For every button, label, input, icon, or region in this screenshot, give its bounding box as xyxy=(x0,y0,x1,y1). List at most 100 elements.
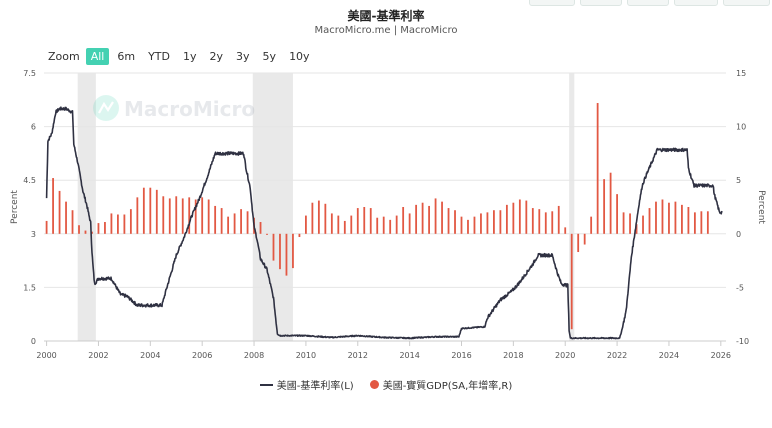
zoom-control: Zoom All 6m YTD 1y 2y 3y 5y 10y xyxy=(48,47,318,65)
toolbar-button[interactable] xyxy=(627,0,669,6)
legend-item-gdp[interactable]: 美國-實質GDP(SA,年增率,R) xyxy=(369,377,513,392)
gdp-bar xyxy=(648,208,651,234)
zoom-button-1y[interactable]: 1y xyxy=(183,49,197,63)
toolbar-button[interactable] xyxy=(580,0,622,6)
gdp-bar xyxy=(408,213,411,234)
toolbar-button[interactable] xyxy=(674,0,718,6)
rate-line-layer xyxy=(45,106,723,340)
gdp-bar xyxy=(518,199,521,234)
gdp-bar xyxy=(142,187,145,234)
zoom-button-5y[interactable]: 5y xyxy=(262,49,277,63)
gdp-bar xyxy=(389,219,392,234)
gdp-bar xyxy=(706,211,709,234)
gdp-bar xyxy=(557,205,560,234)
legend-label-gdp: 美國-實質GDP(SA,年增率,R) xyxy=(382,381,513,392)
zoom-button-all[interactable]: All xyxy=(85,47,110,65)
gdp-bar xyxy=(460,216,463,234)
gdp-bar xyxy=(590,216,593,234)
gdp-bar xyxy=(162,196,165,234)
x-axis-tick-label: 2018 xyxy=(503,351,523,360)
gdp-bar xyxy=(305,215,307,234)
zoom-buttons: All 6m YTD 1y 2y 3y 5y 10y xyxy=(85,47,318,65)
gdp-bar xyxy=(525,200,528,234)
chart-area: MacroMicro 0 1.5 3 4.5 6 7.5 -10 -5 0 5 10 15 2000 20… xyxy=(10,69,766,360)
toolbar-button[interactable] xyxy=(723,0,770,6)
right-axis-tick-label: 0 xyxy=(736,230,741,239)
gdp-bar xyxy=(441,201,443,234)
left-axis-tick-label: 7.5 xyxy=(23,69,36,78)
gdp-bar xyxy=(110,213,113,234)
gdp-bar xyxy=(596,103,599,234)
x-axis-tick-label: 2014 xyxy=(399,351,419,360)
x-axis-tick-label: 2002 xyxy=(88,351,108,360)
rate-line xyxy=(45,106,723,340)
gdp-bar xyxy=(512,202,515,234)
zoom-button-10y[interactable]: 10y xyxy=(289,49,310,63)
gdp-bar xyxy=(564,227,567,234)
gdp-bar xyxy=(201,197,204,234)
gdp-bar xyxy=(168,198,171,234)
gdp-bar xyxy=(343,220,346,234)
watermark: MacroMicro xyxy=(93,95,255,121)
gdp-bar xyxy=(317,200,320,234)
gdp-bar xyxy=(220,208,223,234)
x-axis-tick-label: 2016 xyxy=(451,351,471,360)
gdp-bar xyxy=(259,222,262,234)
gdp-bar xyxy=(473,216,476,234)
x-axis-tick-label: 2010 xyxy=(296,351,316,360)
zoom-button-2y[interactable]: 2y xyxy=(209,49,224,63)
gdp-bar xyxy=(551,211,554,234)
gdp-bar xyxy=(603,179,606,234)
zoom-button-ytd[interactable]: YTD xyxy=(148,49,170,63)
gdp-bar xyxy=(292,233,294,269)
gdp-bar xyxy=(246,211,249,234)
gdp-bar xyxy=(240,209,242,234)
gdp-bar xyxy=(505,204,508,234)
gdp-bar xyxy=(104,222,106,234)
gdp-bar xyxy=(52,178,54,234)
gdp-bar xyxy=(337,215,340,234)
gdp-bar xyxy=(330,213,333,234)
gdp-bar xyxy=(149,187,152,234)
gdp-bar xyxy=(486,212,489,234)
right-axis-tick-label: 5 xyxy=(736,176,741,185)
gdp-bars xyxy=(45,103,709,330)
x-axis-tick-label: 2008 xyxy=(244,351,264,360)
gdp-bar xyxy=(531,208,534,234)
gdp-bar xyxy=(642,215,644,234)
right-axis-label: Percent xyxy=(756,190,766,224)
gdp-bar xyxy=(324,203,327,234)
gdp-bar xyxy=(279,233,281,270)
zoom-button-3y[interactable]: 3y xyxy=(236,49,250,63)
gdp-bar xyxy=(454,210,456,234)
gdp-bar xyxy=(97,223,100,234)
gdp-bar xyxy=(577,233,580,253)
gdp-bar xyxy=(123,214,126,234)
gdp-bar xyxy=(214,205,217,234)
gdp-bar xyxy=(194,199,197,234)
left-axis-tick-label: 1.5 xyxy=(23,283,36,292)
gdp-bar xyxy=(467,219,469,234)
gdp-bar xyxy=(609,172,612,234)
gdp-bar xyxy=(668,202,670,234)
legend-item-rate[interactable]: 美國-基準利率(L) xyxy=(259,377,354,392)
gdp-bar xyxy=(674,201,677,234)
chart-title: 美國-基準利率 xyxy=(347,9,425,23)
gdp-bar xyxy=(544,212,547,234)
gdp-bar xyxy=(538,209,541,234)
toolbar-button[interactable] xyxy=(529,0,575,6)
right-axis-tick-label: -5 xyxy=(736,283,744,292)
x-axis-tick-label: 2020 xyxy=(555,351,575,360)
gdp-bar xyxy=(71,210,74,234)
x-axis-tick-label: 2006 xyxy=(192,351,212,360)
gdp-bar xyxy=(311,202,314,234)
x-axis-tick-label: 2012 xyxy=(348,351,368,360)
x-axis-tick-label: 2026 xyxy=(711,351,731,360)
gdp-bar xyxy=(369,208,372,234)
left-axis-tick-label: 3 xyxy=(31,230,36,239)
legend-line-icon xyxy=(259,383,273,386)
zoom-button-6m[interactable]: 6m xyxy=(117,49,136,63)
gdp-bar xyxy=(91,231,93,234)
gdp-bar xyxy=(493,210,495,234)
axes: 0 1.5 3 4.5 6 7.5 -10 -5 0 5 10 15 2000 2002 2004 2006 2… xyxy=(10,69,766,360)
